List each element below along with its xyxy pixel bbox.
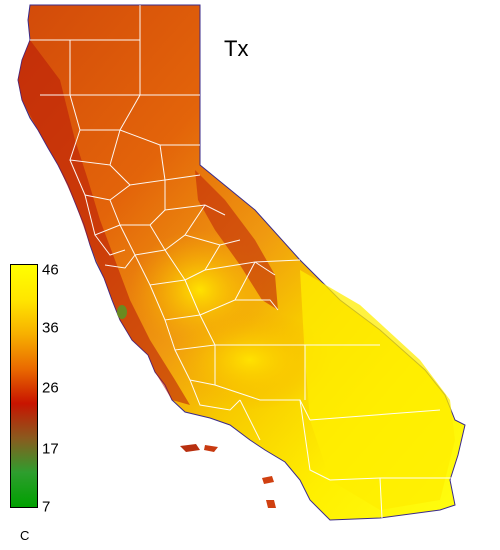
county-boundaries — [30, 5, 455, 519]
channel-island — [204, 445, 218, 452]
legend-tick-label: 26 — [42, 379, 59, 397]
legend-tick-label: 17 — [42, 440, 59, 458]
map-title: Tx — [224, 36, 249, 61]
legend-tick-label: 7 — [42, 498, 51, 516]
channel-island — [180, 444, 200, 452]
legend-tick-label: 46 — [42, 261, 59, 279]
coastal-shading — [18, 40, 190, 405]
color-scale-bar — [10, 264, 38, 508]
legend-unit-label: C — [20, 528, 30, 543]
sierra-nevada-shading — [195, 170, 278, 310]
channel-island — [266, 500, 276, 508]
legend-tick-label: 36 — [42, 319, 59, 337]
channel-island — [262, 476, 274, 484]
desert-shading — [300, 270, 455, 510]
coastal-cool-spot — [117, 305, 127, 319]
